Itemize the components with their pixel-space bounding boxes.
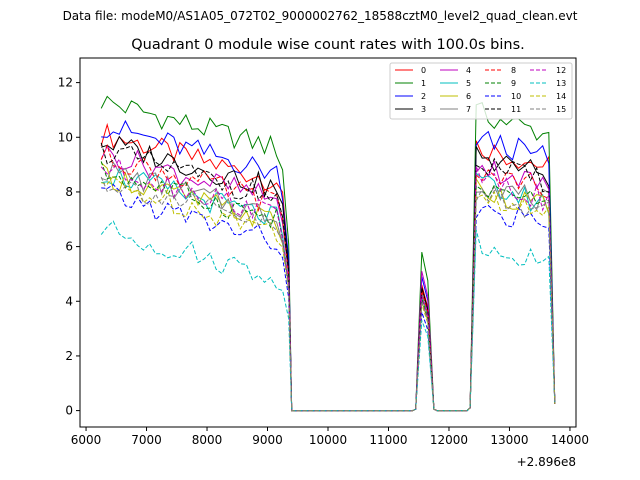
- series-line-7: [101, 161, 556, 412]
- legend-label-6: 6: [466, 92, 471, 101]
- y-tick-label-8: 8: [65, 185, 73, 199]
- series-line-2: [101, 119, 556, 412]
- x-axis: 6000 7000 8000 9000 10000 11000 12000 13000 1400…: [71, 427, 589, 447]
- y-axis: 0 2 4 6 8 10 12: [58, 76, 80, 418]
- x-tick-label-12000: 12000: [430, 433, 468, 447]
- legend-label-15: 15: [556, 105, 566, 114]
- y-tick-label-12: 12: [58, 76, 73, 90]
- legend-label-3: 3: [421, 105, 426, 114]
- series-line-6: [100, 162, 556, 412]
- x-tick-label-7000: 7000: [131, 433, 162, 447]
- legend-label-0: 0: [421, 66, 426, 75]
- series-line-12: [100, 157, 556, 412]
- series-line-14: [101, 175, 556, 412]
- series-line-10: [101, 183, 556, 412]
- legend-label-9: 9: [511, 79, 516, 88]
- legend-label-10: 10: [511, 92, 521, 101]
- legend-label-2: 2: [421, 92, 426, 101]
- legend-label-8: 8: [511, 66, 516, 75]
- x-tick-label-9000: 9000: [252, 433, 283, 447]
- y-tick-label-2: 2: [65, 349, 73, 363]
- y-tick-label-10: 10: [58, 130, 73, 144]
- y-tick-label-0: 0: [65, 404, 73, 418]
- series-line-15: [100, 176, 556, 412]
- legend-label-5: 5: [466, 79, 471, 88]
- chart-title: Quadrant 0 module wise count rates with …: [131, 37, 525, 53]
- legend-label-11: 11: [511, 105, 521, 114]
- series-line-13: [100, 220, 556, 412]
- legend-label-7: 7: [466, 105, 471, 114]
- x-tick-label-11000: 11000: [369, 433, 407, 447]
- series-lines: [100, 95, 556, 412]
- suptitle: Data file: modeM0/AS1A05_072T02_90000027…: [63, 9, 578, 23]
- x-tick-label-8000: 8000: [192, 433, 223, 447]
- x-tick-label-6000: 6000: [71, 433, 102, 447]
- x-tick-label-14000: 14000: [551, 433, 589, 447]
- legend-label-12: 12: [556, 66, 566, 75]
- legend-label-13: 13: [556, 79, 566, 88]
- legend-label-1: 1: [421, 79, 426, 88]
- y-tick-label-4: 4: [65, 294, 73, 308]
- series-line-0: [100, 122, 556, 412]
- legend-label-14: 14: [556, 92, 566, 101]
- x-offset-label: +2.896e8: [517, 455, 576, 469]
- series-line-8: [100, 143, 556, 412]
- legend-label-4: 4: [466, 66, 471, 75]
- legend-box: [389, 62, 573, 120]
- x-tick-label-10000: 10000: [309, 433, 347, 447]
- series-line-11: [100, 142, 556, 412]
- y-tick-label-6: 6: [65, 240, 73, 254]
- x-tick-label-13000: 13000: [490, 433, 528, 447]
